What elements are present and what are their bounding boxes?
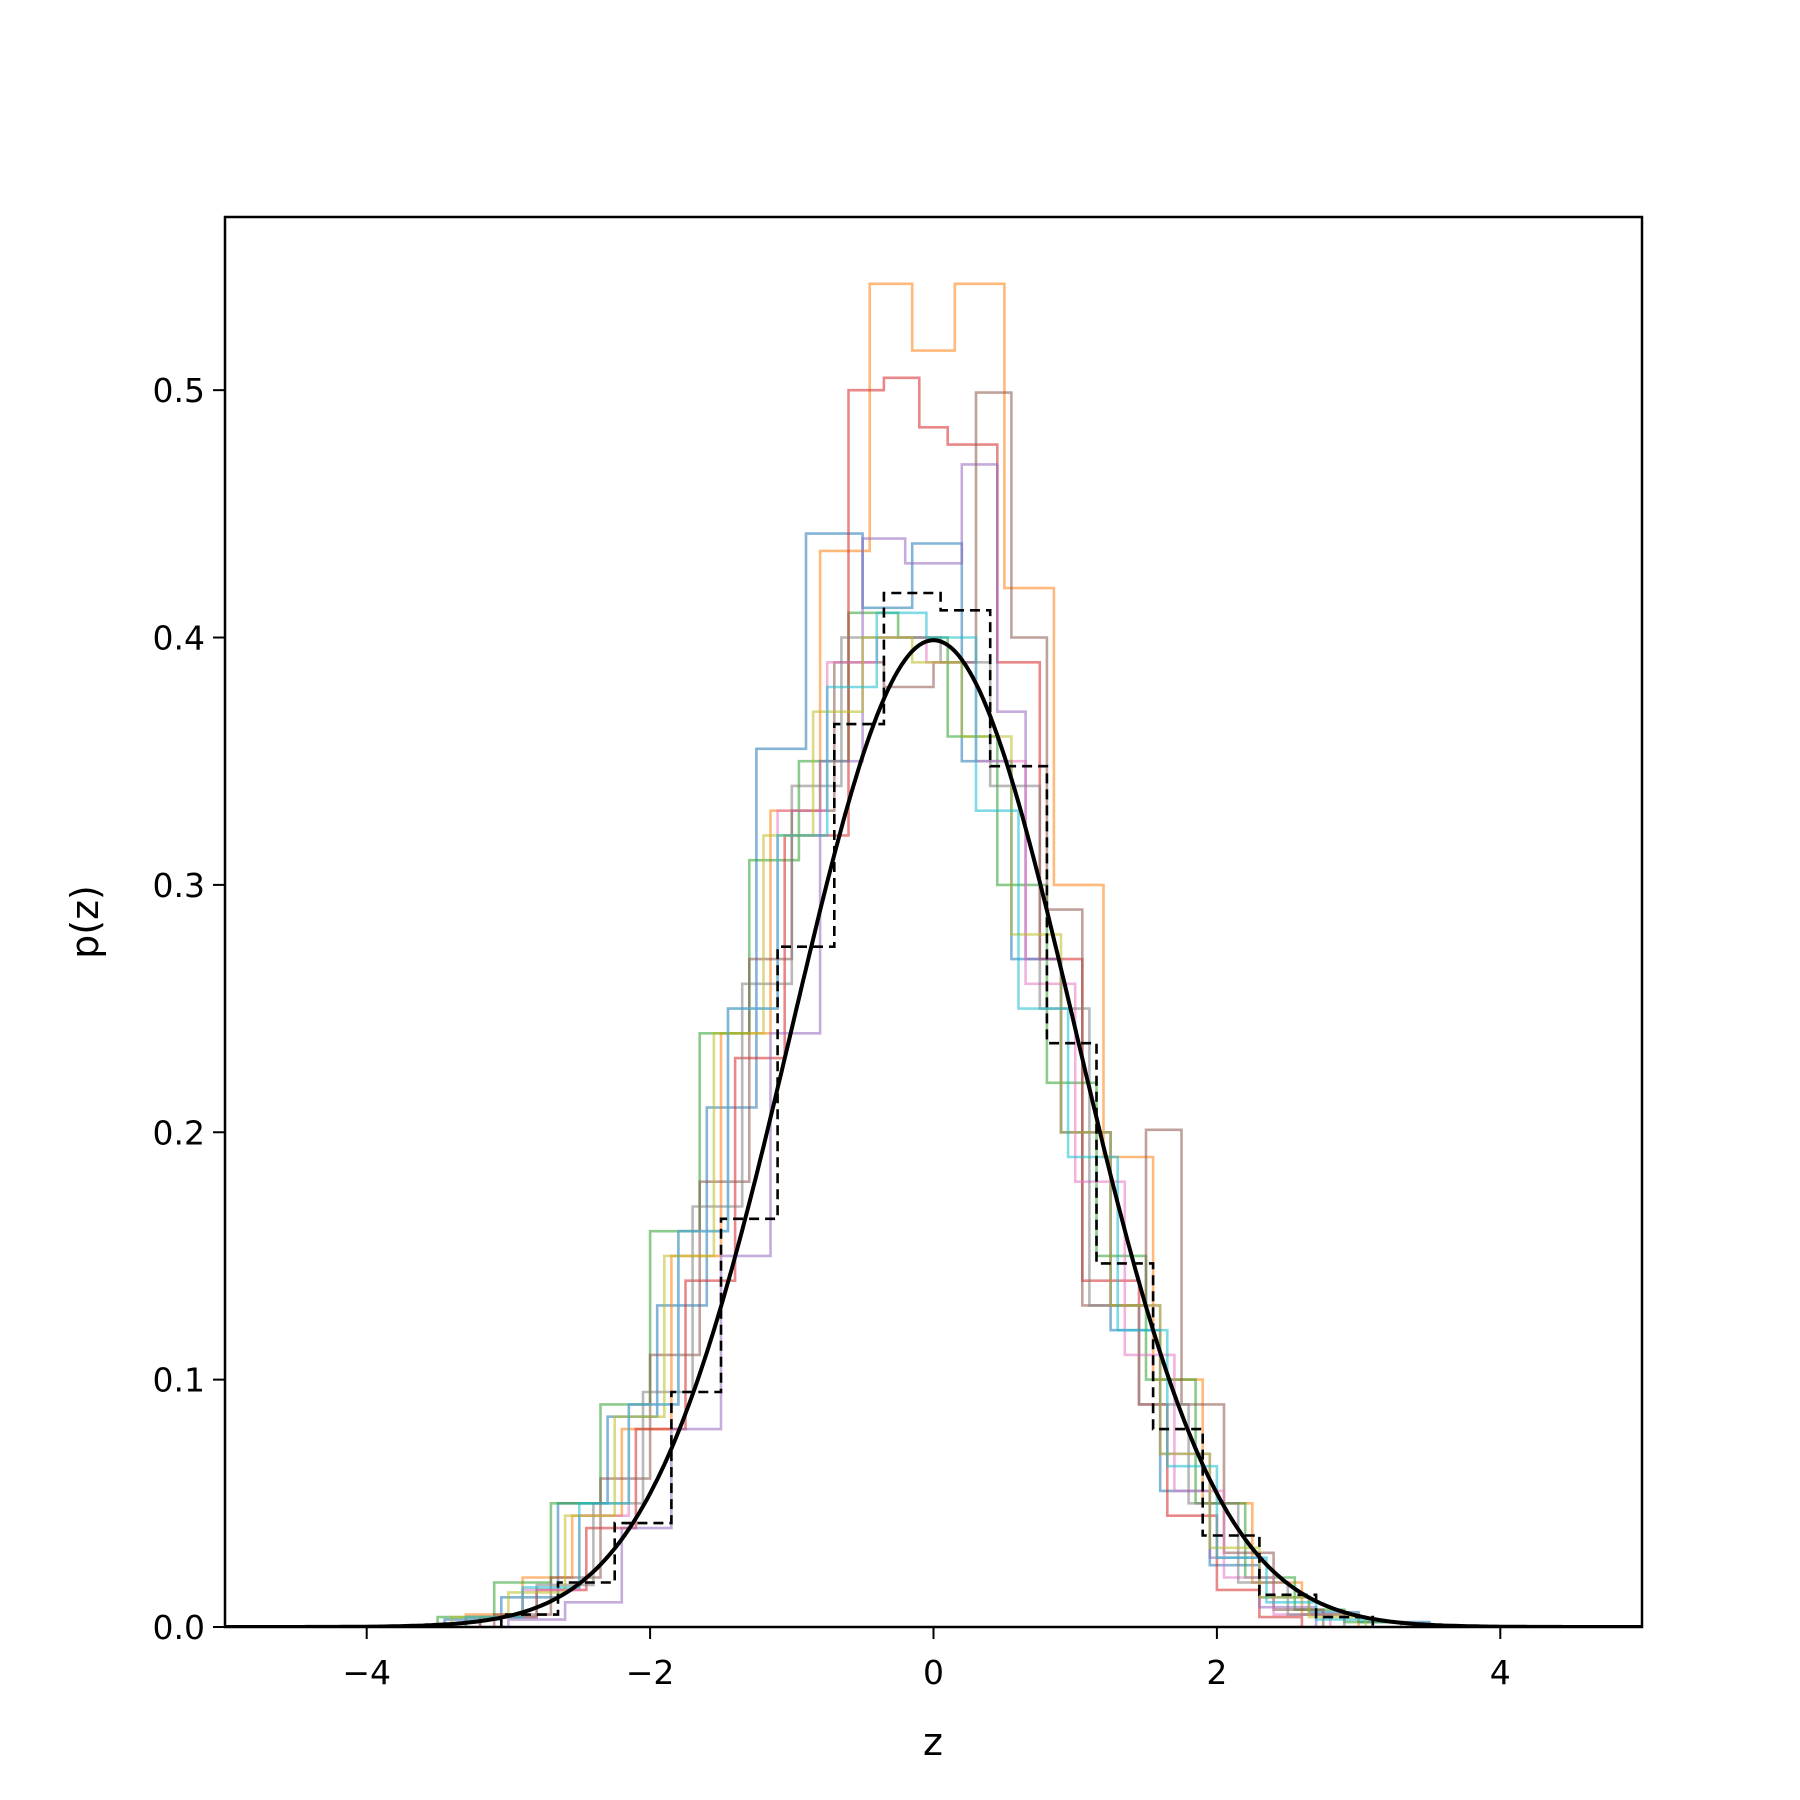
y-tick-label: 0.5 [153, 371, 205, 410]
x-tick-label: −4 [342, 1653, 391, 1692]
histogram-series-6 [492, 391, 1325, 1627]
histogram-series-10 [464, 611, 1375, 1627]
x-axis-label: z [923, 1720, 943, 1764]
x-axis-ticks: −4 −2 0 2 4 [342, 1627, 1511, 1692]
y-tick-label: 0.1 [153, 1361, 205, 1400]
reference-curve-group [225, 638, 1642, 1627]
y-tick-label: 0.3 [153, 866, 205, 905]
x-tick-label: 2 [1206, 1653, 1227, 1692]
x-tick-label: 0 [923, 1653, 944, 1692]
normal-pdf-curve [225, 638, 1642, 1627]
y-tick-label: 0.4 [153, 619, 205, 658]
histogram-series-4 [478, 376, 1304, 1627]
pooled-histogram [500, 591, 1375, 1627]
y-tick-label: 0.2 [153, 1113, 205, 1152]
y-tick-label: 0.0 [153, 1608, 205, 1647]
x-tick-label: −2 [626, 1653, 675, 1692]
y-axis-label: p(z) [63, 885, 107, 959]
x-tick-label: 4 [1490, 1653, 1511, 1692]
y-axis-ticks: 0.0 0.1 0.2 0.3 0.4 0.5 [153, 371, 225, 1647]
pooled-histogram-group [500, 591, 1375, 1627]
